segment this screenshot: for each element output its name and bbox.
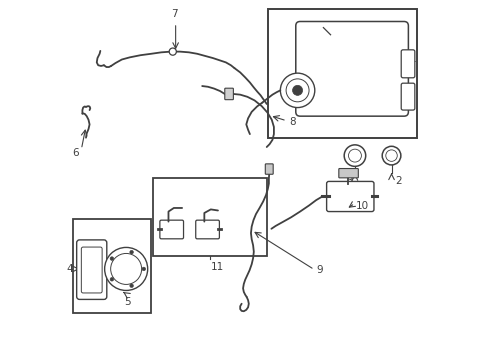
Circle shape (348, 149, 361, 162)
FancyBboxPatch shape (160, 220, 183, 239)
Circle shape (385, 150, 396, 161)
Bar (153, 178, 266, 256)
Circle shape (285, 79, 308, 102)
Text: 2: 2 (394, 176, 401, 186)
Text: 5: 5 (124, 297, 131, 307)
Text: 6: 6 (72, 148, 79, 158)
Circle shape (110, 257, 113, 260)
Text: 8: 8 (288, 117, 295, 127)
Circle shape (104, 247, 147, 291)
FancyBboxPatch shape (195, 220, 219, 239)
Bar (73, 220, 151, 313)
FancyBboxPatch shape (400, 50, 414, 78)
Text: 4: 4 (66, 264, 73, 274)
Circle shape (292, 85, 302, 95)
FancyBboxPatch shape (400, 83, 414, 110)
Text: 11: 11 (210, 262, 224, 272)
Text: 9: 9 (316, 265, 322, 275)
FancyBboxPatch shape (224, 88, 233, 100)
Text: 3: 3 (346, 176, 352, 186)
Circle shape (129, 250, 133, 254)
Circle shape (129, 284, 133, 288)
Circle shape (110, 278, 113, 281)
Text: 7: 7 (171, 9, 178, 19)
FancyBboxPatch shape (265, 164, 273, 174)
Circle shape (382, 146, 400, 165)
Circle shape (142, 267, 145, 271)
Text: 1: 1 (408, 54, 415, 64)
FancyBboxPatch shape (338, 168, 358, 178)
FancyBboxPatch shape (77, 240, 106, 300)
FancyBboxPatch shape (326, 181, 373, 212)
Circle shape (110, 253, 142, 284)
FancyBboxPatch shape (81, 247, 102, 293)
FancyBboxPatch shape (295, 22, 407, 116)
Bar (267, 9, 416, 138)
Text: 10: 10 (355, 201, 368, 211)
Circle shape (169, 48, 176, 55)
Circle shape (280, 73, 314, 108)
Circle shape (344, 145, 365, 166)
